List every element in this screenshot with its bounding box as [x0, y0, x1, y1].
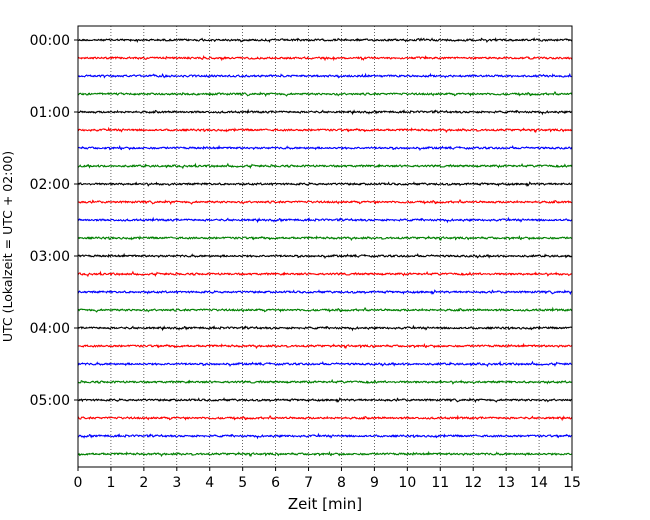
y-axis-label: UTC (Lokalzeit = UTC + 02:00): [0, 151, 15, 342]
trace-line: [77, 342, 573, 350]
trace-line: [77, 108, 573, 116]
y-tick-label: 02:00: [30, 177, 70, 193]
x-tick-label: 1: [106, 475, 115, 491]
trace-line: [77, 234, 573, 242]
x-tick-label: 12: [464, 475, 482, 491]
trace-line: [77, 252, 573, 260]
x-tick-label: 5: [238, 475, 247, 491]
trace-line: [77, 289, 573, 296]
x-tick-label: 13: [497, 475, 515, 491]
x-tick-label: 10: [398, 475, 416, 491]
trace-line: [77, 216, 573, 224]
x-tick-label: 8: [337, 475, 346, 491]
trace-line: [77, 270, 573, 278]
y-tick-label: 01:00: [30, 105, 70, 121]
trace-line: [77, 144, 573, 152]
trace-line: [77, 91, 573, 98]
x-tick-label: 7: [304, 475, 313, 491]
trace-line: [77, 54, 573, 62]
x-tick-label: 0: [74, 475, 83, 491]
x-tick-label: 3: [172, 475, 181, 491]
trace-lines: [77, 37, 573, 458]
y-tick-label: 04:00: [30, 321, 70, 337]
x-axis-label: Zeit [min]: [288, 495, 362, 513]
trace-line: [77, 378, 573, 385]
plot-area-frame: [77, 25, 573, 468]
trace-line: [77, 306, 573, 313]
x-tick-label: 2: [139, 475, 148, 491]
trace-line: [77, 37, 573, 44]
x-tick-label: 14: [530, 475, 548, 491]
trace-line: [77, 162, 573, 170]
trace-line: [77, 126, 573, 134]
y-tick-label: 03:00: [30, 249, 70, 265]
x-axis-ticks: 0 1 2 3 4 5 6 7 8 9 10 11 12 13 14 15: [74, 467, 581, 491]
y-tick-label: 00:00: [30, 33, 70, 49]
trace-line: [77, 360, 573, 368]
trace-line: [77, 450, 573, 458]
trace-line: [77, 324, 573, 332]
x-tick-label: 4: [205, 475, 214, 491]
trace-line: [77, 432, 573, 440]
x-tick-label: 15: [563, 475, 581, 491]
y-axis-ticks: 00:00 01:00 02:00 03:00 04:00 05:00: [30, 33, 78, 409]
y-tick-label: 05:00: [30, 393, 70, 409]
trace-line: [77, 181, 573, 188]
x-tick-label: 6: [271, 475, 280, 491]
trace-line: [77, 199, 573, 206]
trace-line: [77, 414, 573, 422]
x-tick-label: 9: [370, 475, 379, 491]
x-tick-label: 11: [431, 475, 449, 491]
trace-line: [77, 397, 573, 404]
trace-line: [77, 72, 573, 79]
